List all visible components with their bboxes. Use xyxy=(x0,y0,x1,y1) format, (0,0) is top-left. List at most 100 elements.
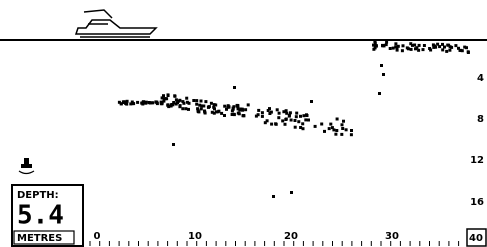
echo-pixel xyxy=(454,44,457,47)
depth-scale-label: 8 xyxy=(477,114,484,125)
echo-pixel xyxy=(299,126,302,129)
echo-pixel xyxy=(184,107,187,110)
echo-pixel xyxy=(192,99,195,102)
echo-pixel xyxy=(163,97,166,100)
echo-pixel xyxy=(200,107,203,110)
echo-pixel xyxy=(270,123,273,126)
echo-pixel xyxy=(409,42,412,45)
echo-pixel xyxy=(394,42,397,45)
echo-pixel xyxy=(232,105,235,108)
echo-pixel xyxy=(123,100,126,103)
echo-pixel xyxy=(302,114,305,117)
echo-pixel xyxy=(340,133,343,136)
echo-pixel xyxy=(341,127,344,130)
echo-pixel xyxy=(274,122,277,125)
echo-pixel xyxy=(443,46,446,49)
echo-pixel xyxy=(414,47,417,50)
echo-pixel xyxy=(285,118,288,121)
echo-pixel xyxy=(185,97,188,100)
echo-pixel xyxy=(382,73,385,76)
echo-pixel xyxy=(310,100,313,103)
echo-pixel xyxy=(294,126,297,129)
echo-pixel xyxy=(294,119,297,122)
echo-pixel xyxy=(214,104,217,107)
echo-pixel xyxy=(432,43,435,46)
echo-pixel xyxy=(336,118,339,121)
echo-pixel xyxy=(394,45,397,48)
echo-pixel xyxy=(211,111,214,114)
echo-pixel xyxy=(297,120,300,123)
echo-pixel xyxy=(402,44,405,47)
echo-pixel xyxy=(314,125,317,128)
echo-pixel xyxy=(389,47,392,50)
echo-pixel xyxy=(423,44,426,47)
echo-pixel xyxy=(276,108,279,111)
echo-pixel xyxy=(441,43,444,46)
echo-pixel xyxy=(156,102,159,105)
echo-pixel xyxy=(236,104,239,107)
echo-pixel xyxy=(465,46,468,49)
echo-pixel xyxy=(410,48,413,51)
echo-pixel xyxy=(231,109,234,112)
echo-pixel xyxy=(179,104,182,107)
echo-pixel xyxy=(181,100,184,103)
echo-pixel xyxy=(342,120,345,123)
echo-pixel xyxy=(380,64,383,67)
depth-scale-label: 4 xyxy=(477,73,484,84)
echo-pixel xyxy=(341,123,344,126)
sonar-screen: DEPTH: 5.4 METRES 40 4812160102030 xyxy=(0,0,487,247)
echo-pixel xyxy=(467,51,470,54)
distance-scale-label: 20 xyxy=(284,231,298,242)
echo-pixel xyxy=(142,101,145,104)
echo-pixel xyxy=(233,113,236,116)
echo-pixel xyxy=(247,103,250,106)
echo-pixel xyxy=(289,111,292,114)
echo-pixel xyxy=(285,112,288,115)
echo-pixel xyxy=(208,105,211,108)
echo-pixel xyxy=(320,123,323,126)
echo-pixel xyxy=(345,128,348,131)
echo-pixel xyxy=(227,104,230,107)
echo-pixel xyxy=(299,115,302,118)
echo-pixel xyxy=(290,119,293,122)
echo-pixel xyxy=(304,118,307,121)
echo-pixel xyxy=(195,103,198,106)
distance-scale-label: 30 xyxy=(385,231,399,242)
depth-value: 5.4 xyxy=(17,201,64,231)
echo-pixel xyxy=(350,129,353,132)
echo-pixel xyxy=(242,114,245,117)
echo-pixel xyxy=(422,48,425,51)
echo-pixel xyxy=(172,143,175,146)
echo-pixel xyxy=(210,102,213,105)
echo-pixel xyxy=(166,104,169,107)
echo-pixel xyxy=(170,105,173,108)
surface-line xyxy=(0,39,487,41)
echo-pixel xyxy=(450,46,453,49)
distance-scale-label: 10 xyxy=(188,231,202,242)
echo-pixel xyxy=(447,44,450,47)
echo-pixel xyxy=(257,109,260,112)
echo-pixel xyxy=(175,103,178,106)
echo-pixel xyxy=(288,115,291,118)
depth-scale-label: 16 xyxy=(470,197,484,208)
echo-pixel xyxy=(151,101,154,104)
depth-unit: METRES xyxy=(17,233,62,244)
echo-pixel xyxy=(334,133,337,136)
echo-pixel xyxy=(188,102,191,105)
echo-pixel xyxy=(181,107,184,110)
echo-pixel xyxy=(278,112,281,115)
echo-pixel xyxy=(301,122,304,125)
echo-pixel xyxy=(257,113,260,116)
echo-pixel xyxy=(204,100,207,103)
echo-pixel xyxy=(323,130,326,133)
transducer-icon xyxy=(19,158,34,174)
echo-pixel xyxy=(217,110,220,113)
echo-pixel xyxy=(131,102,134,105)
echo-pixel xyxy=(406,46,409,49)
echo-pixel xyxy=(331,126,334,129)
echo-pixel xyxy=(268,112,271,115)
echo-pixel xyxy=(285,109,288,112)
echo-pixel xyxy=(233,86,236,89)
echo-pixel xyxy=(448,49,451,52)
echo-pixel xyxy=(244,108,247,111)
